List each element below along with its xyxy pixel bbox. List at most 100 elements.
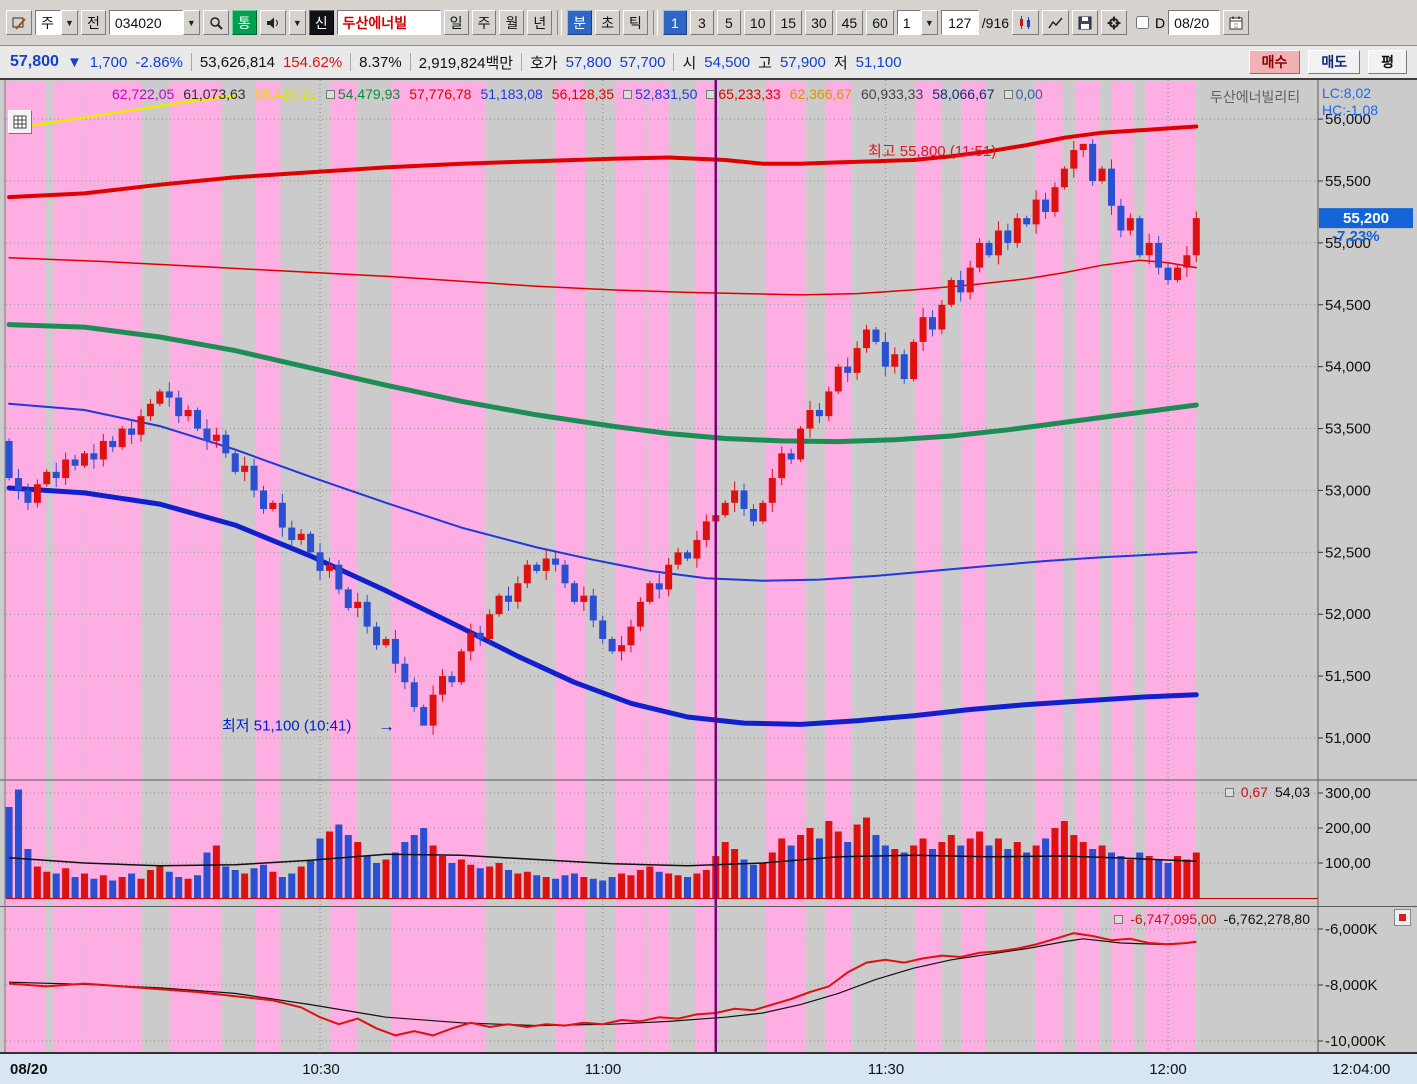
hoga-label: 호가 (530, 54, 558, 72)
low-label: 저 (833, 54, 848, 72)
current-price-box: 55,200-7,23% (1319, 208, 1413, 245)
low-annotation-arrow-icon: → (378, 717, 395, 736)
legend-value: 56,128,35 (551, 86, 615, 102)
indicator-legend: -6,747,095,00 -6,762,278,80 (1114, 911, 1310, 927)
time-axis-bar: 08/20 10:30 11:00 11:30 12:00 12:04:00 (0, 1053, 1417, 1084)
legend-item: 58,066,67 (932, 86, 994, 102)
cycle-combo-value[interactable]: 주 (35, 10, 61, 35)
volume-legend-red: 0,67 (1240, 784, 1268, 800)
svg-text:54,000: 54,000 (1325, 359, 1371, 376)
chevron-down-icon[interactable]: ▼ (920, 10, 938, 35)
svg-text:52,500: 52,500 (1325, 544, 1371, 561)
indicator-black-line (9, 938, 1197, 1027)
save-icon[interactable] (1072, 10, 1099, 35)
avg-button[interactable]: 평 (1368, 50, 1407, 74)
legend-value: 51,183,08 (480, 86, 543, 102)
quote-bar: 57,800 ▼ 1,700 -2.86% 53,626,814 154.62%… (0, 46, 1417, 80)
chart-stock-name-label: 두산에너빌리티 (1210, 89, 1301, 105)
svg-text:100,00: 100,00 (1325, 855, 1371, 872)
price-chart-canvas[interactable]: 56,000 55,500 55,000 54,500 54,000 53,500 53,0… (0, 80, 1417, 1053)
candle-style-icon[interactable] (1012, 10, 1040, 35)
tab-year[interactable]: 년 (527, 10, 553, 35)
jeon-button[interactable]: 전 (81, 10, 106, 35)
svg-text:51,000: 51,000 (1325, 730, 1371, 747)
tab-second[interactable]: 초 (595, 10, 621, 35)
sell-button[interactable]: 매도 (1308, 50, 1361, 74)
legend-marker (1224, 787, 1234, 797)
time-tick-label: 10:30 (302, 1061, 340, 1078)
arrow-down-icon: ▼ (66, 53, 82, 71)
tab-minute[interactable]: 분 (567, 10, 593, 35)
stock-code-input[interactable] (108, 10, 183, 35)
buy-button[interactable]: 매수 (1248, 50, 1301, 74)
interval-3-button[interactable]: 3 (689, 10, 714, 35)
overlay-green-ma (6, 322, 1199, 445)
trendline-icon[interactable] (1042, 10, 1070, 35)
divider (652, 10, 658, 35)
legend-marker (706, 89, 716, 99)
overlay-yellow-ma (7, 94, 237, 131)
interval-45-button[interactable]: 45 (835, 10, 864, 35)
overlay-red-ma-thin (8, 256, 1198, 296)
legend-item: 65,233,33 (706, 86, 781, 102)
interval-10-button[interactable]: 10 (743, 10, 772, 35)
end-time-label: 12:04:00 (1332, 1061, 1391, 1078)
time-tick-label: 11:30 (867, 1061, 905, 1078)
volume-bars (5, 789, 1200, 898)
count-combo[interactable]: 1 ▼ (896, 10, 938, 35)
high-label: 고 (758, 54, 772, 72)
tab-week[interactable]: 주 (471, 10, 497, 35)
stock-code-combo[interactable]: ▼ (108, 10, 200, 35)
divider (350, 53, 352, 71)
legend-marker (1003, 89, 1013, 99)
date-input[interactable] (1168, 10, 1221, 35)
legend-item: 59,425,21 (255, 86, 317, 102)
ask-price: 57,800 (565, 53, 612, 71)
svg-text:200,00: 200,00 (1325, 820, 1371, 837)
d-checkbox[interactable] (1136, 16, 1150, 29)
tab-month[interactable]: 월 (499, 10, 525, 35)
legend-item: 57,776,78 (409, 86, 471, 102)
calendar-icon[interactable] (1223, 10, 1250, 35)
low-annotation: 최저 51,100 (10:41) (222, 718, 351, 735)
gear-icon[interactable] (1101, 10, 1128, 35)
tong-button[interactable]: 통 (231, 10, 257, 35)
tab-tick[interactable]: 틱 (623, 10, 648, 35)
interval-15-button[interactable]: 15 (774, 10, 803, 35)
speaker-chevron-icon[interactable]: ▼ (288, 10, 306, 35)
svg-text:-8,000K: -8,000K (1325, 977, 1378, 994)
interval-5-button[interactable]: 5 (716, 10, 741, 35)
svg-text:55,000: 55,000 (1325, 235, 1371, 252)
volume-legend: 0,67 54,03 (1224, 784, 1310, 800)
speaker-icon[interactable] (259, 10, 286, 35)
divider (557, 10, 563, 35)
legend-item: 62,722,05 (112, 86, 174, 102)
cycle-combo[interactable]: 주 ▼ (35, 10, 78, 35)
legend-value: 62,366,67 (789, 86, 852, 102)
chevron-down-icon[interactable]: ▼ (61, 10, 78, 35)
interval-30-button[interactable]: 30 (805, 10, 833, 35)
indicator-legend-black: -6,762,278,80 (1223, 911, 1310, 927)
grid-icon-button[interactable] (8, 110, 32, 134)
legend-value: 62,722,05 (112, 86, 175, 102)
svg-text:51,500: 51,500 (1325, 668, 1371, 685)
high-price: 57,900 (779, 53, 826, 71)
search-icon[interactable] (202, 10, 229, 35)
count-combo-value[interactable]: 1 (896, 10, 921, 35)
interval-60-button[interactable]: 60 (866, 10, 894, 35)
chart-legend: 62,722,05 61,073,63 59,425,21 54,479,93 57,7… (112, 86, 1043, 102)
indicator-zoom-icon[interactable] (1394, 909, 1411, 926)
interval-1-button[interactable]: 1 (662, 10, 687, 35)
chevron-down-icon[interactable]: ▼ (182, 10, 200, 35)
tab-day[interactable]: 일 (443, 10, 469, 35)
legend-value: 54,479,93 (337, 86, 401, 102)
sin-button[interactable]: 신 (308, 10, 334, 35)
volume-ma-line (9, 853, 1197, 867)
svg-text:53,000: 53,000 (1325, 482, 1371, 499)
svg-text:53,500: 53,500 (1325, 421, 1371, 438)
legend-value: 65,233,33 (718, 86, 781, 102)
legend-item: 54,479,93 (325, 86, 401, 102)
legend-value: 61,073,63 (183, 86, 246, 102)
chart-edit-icon[interactable] (6, 10, 32, 35)
legend-item: 62,366,67 (790, 86, 852, 102)
